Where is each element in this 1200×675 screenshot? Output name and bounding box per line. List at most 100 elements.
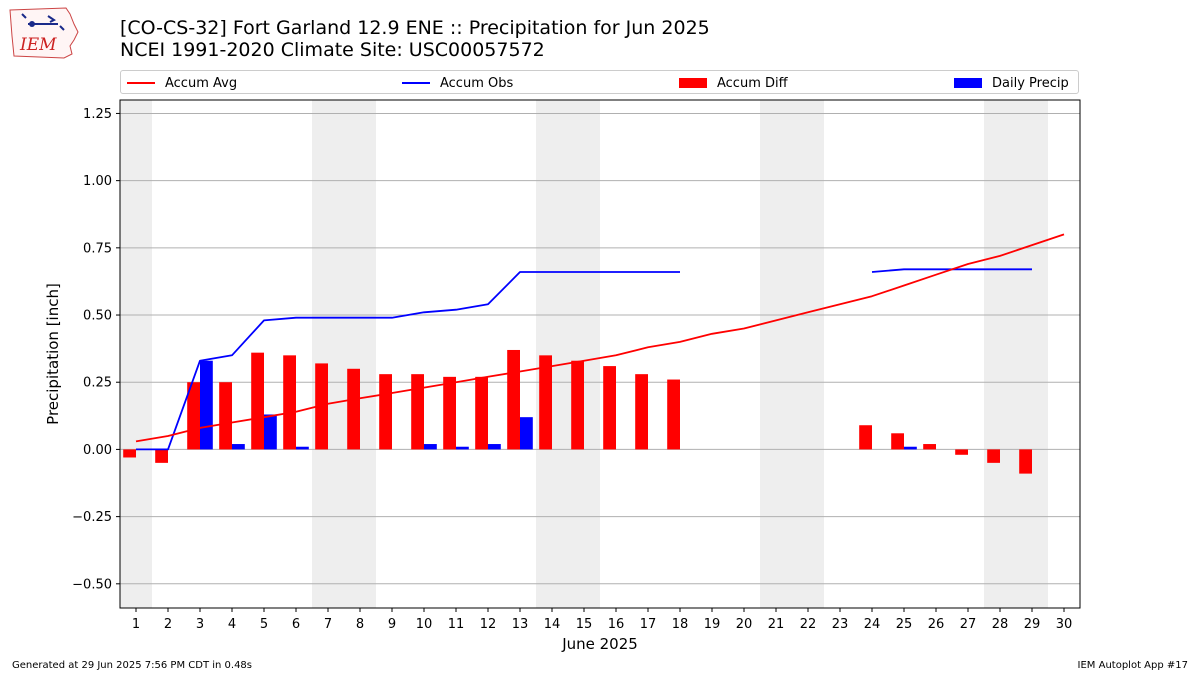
daily-precip-bar bbox=[904, 446, 917, 450]
x-tick-label: 9 bbox=[388, 617, 396, 632]
accum-diff-bar bbox=[155, 449, 168, 463]
x-tick-label: 8 bbox=[356, 617, 364, 632]
legend-label-daily-precip: Daily Precip bbox=[992, 75, 1069, 91]
weekend-shading bbox=[120, 100, 1048, 608]
accum-diff-bar bbox=[987, 449, 1000, 463]
x-tick-label: 15 bbox=[576, 617, 593, 632]
weekend-band bbox=[984, 100, 1048, 608]
y-axis-label: Precipitation [inch] bbox=[44, 283, 62, 425]
weather-symbols-icon bbox=[21, 13, 65, 31]
accum-diff-bar bbox=[507, 349, 520, 450]
x-tick-label: 3 bbox=[196, 617, 204, 632]
accum-diff-bar bbox=[603, 366, 616, 450]
daily-precip-bar bbox=[296, 446, 309, 450]
accum-diff-bar bbox=[923, 444, 936, 450]
legend-item-accum-diff: Accum Diff bbox=[679, 74, 788, 92]
accum-avg-line bbox=[135, 233, 1065, 443]
dot-icon bbox=[29, 21, 35, 27]
accum-diff-bar bbox=[955, 449, 968, 455]
x-tick-label: 2 bbox=[164, 617, 172, 632]
x-tick-label: 13 bbox=[512, 617, 529, 632]
chart-title-line-1: [CO-CS-32] Fort Garland 12.9 ENE :: Prec… bbox=[120, 17, 710, 39]
legend: Accum Avg Accum Obs Accum Diff Daily Pre… bbox=[120, 70, 1079, 94]
y-tick-label: 0.50 bbox=[83, 309, 112, 324]
legend-item-accum-obs: Accum Obs bbox=[402, 74, 513, 92]
accum-diff-bar bbox=[219, 382, 232, 450]
daily-precip-bar bbox=[456, 446, 469, 450]
accum-diff-bar bbox=[571, 360, 584, 450]
x-axis-label: June 2025 bbox=[561, 635, 638, 653]
y-tick-label: 1.25 bbox=[83, 107, 112, 122]
weekend-band bbox=[120, 100, 152, 608]
weekend-band bbox=[312, 100, 376, 608]
legend-item-daily-precip: Daily Precip bbox=[954, 74, 1069, 92]
accum-diff-bar bbox=[859, 425, 872, 450]
accum-diff-bar bbox=[667, 379, 680, 450]
x-tick-label: 16 bbox=[608, 617, 625, 632]
x-tick-label: 1 bbox=[132, 617, 140, 632]
y-axis-ticks: −0.50 −0.25 0.00 0.25 0.50 0.75 1.00 1.25 bbox=[72, 107, 120, 592]
x-tick-label: 5 bbox=[260, 617, 268, 632]
x-tick-label: 4 bbox=[228, 617, 236, 632]
legend-swatch-accum-avg bbox=[127, 82, 155, 84]
accum-diff-bar bbox=[891, 433, 904, 450]
daily-precip-bar bbox=[488, 444, 501, 450]
x-tick-label: 29 bbox=[1024, 617, 1041, 632]
x-tick-label: 6 bbox=[292, 617, 300, 632]
bars bbox=[123, 349, 1045, 474]
x-tick-label: 24 bbox=[864, 617, 881, 632]
x-tick-label: 18 bbox=[672, 617, 689, 632]
accum-diff-bar bbox=[347, 368, 360, 450]
accum-diff-bar bbox=[315, 363, 328, 450]
accum-diff-bar bbox=[187, 382, 200, 450]
series-lines bbox=[135, 233, 1065, 451]
x-tick-label: 7 bbox=[324, 617, 332, 632]
legend-swatch-daily-precip bbox=[954, 78, 982, 88]
legend-label-accum-obs: Accum Obs bbox=[440, 75, 514, 91]
weekend-band bbox=[760, 100, 824, 608]
chart-title-line-2: NCEI 1991-2020 Climate Site: USC00057572 bbox=[120, 39, 545, 61]
x-axis-ticks: 1 2 3 4 5 6 7 8 9 10 11 12 13 14 15 16 17 18 19 20 21 22 23 24 2… bbox=[132, 608, 1072, 632]
footer-generated: Generated at 29 Jun 2025 7:56 PM CDT in … bbox=[12, 660, 253, 671]
legend-label-accum-diff: Accum Diff bbox=[717, 75, 788, 91]
legend-swatch-accum-obs bbox=[402, 82, 430, 84]
footer-app: IEM Autoplot App #17 bbox=[1077, 660, 1188, 671]
daily-precip-bar bbox=[232, 444, 245, 450]
x-tick-label: 12 bbox=[480, 617, 497, 632]
x-tick-label: 14 bbox=[544, 617, 561, 632]
iowa-outline-icon bbox=[9, 7, 79, 59]
legend-item-accum-avg: Accum Avg bbox=[127, 74, 237, 92]
accum-diff-bar bbox=[123, 449, 136, 458]
grid-lines bbox=[120, 112, 1080, 585]
y-tick-label: 0.25 bbox=[83, 376, 112, 391]
daily-precip-bar bbox=[424, 444, 437, 450]
y-tick-label: −0.50 bbox=[72, 577, 112, 592]
x-tick-label: 20 bbox=[736, 617, 753, 632]
x-tick-label: 23 bbox=[832, 617, 849, 632]
accum-diff-bar bbox=[283, 355, 296, 450]
accum-diff-bar bbox=[443, 376, 456, 450]
x-tick-label: 25 bbox=[896, 617, 913, 632]
x-tick-label: 22 bbox=[800, 617, 817, 632]
x-tick-label: 27 bbox=[960, 617, 977, 632]
accum-diff-bar bbox=[635, 374, 648, 450]
accum-diff-bar bbox=[1019, 449, 1032, 474]
legend-swatch-accum-diff bbox=[679, 78, 707, 88]
x-tick-label: 10 bbox=[416, 617, 433, 632]
x-tick-label: 21 bbox=[768, 617, 785, 632]
y-tick-label: 0.75 bbox=[83, 241, 112, 256]
iem-logo: IEM bbox=[9, 7, 79, 59]
y-tick-label: 1.00 bbox=[83, 174, 112, 189]
daily-precip-bar bbox=[520, 417, 533, 450]
weekend-band bbox=[536, 100, 600, 608]
accum-diff-bar bbox=[379, 374, 392, 450]
x-tick-label: 11 bbox=[448, 617, 465, 632]
accum-diff-bar bbox=[475, 376, 488, 450]
daily-precip-bar bbox=[200, 360, 213, 450]
y-tick-label: 0.00 bbox=[83, 443, 112, 458]
legend-label-accum-avg: Accum Avg bbox=[165, 75, 238, 91]
plot-frame bbox=[119, 99, 1081, 609]
accum-diff-bar bbox=[251, 352, 264, 450]
x-tick-label: 26 bbox=[928, 617, 945, 632]
